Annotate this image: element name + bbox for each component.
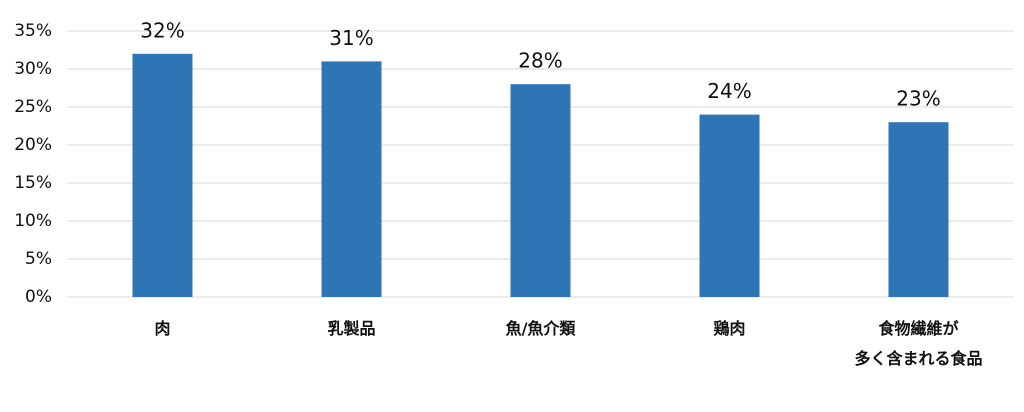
value-label: 28% (518, 49, 562, 73)
x-tick-label: 食物繊維が 多く含まれる食品 (854, 319, 983, 368)
y-tick-label: 0% (25, 287, 52, 307)
bar (888, 122, 949, 297)
value-label: 23% (896, 87, 940, 111)
bar (321, 61, 382, 298)
x-tick-label: 鶏肉 (713, 319, 746, 338)
y-tick-label: 5% (25, 249, 52, 269)
y-tick-label: 35% (14, 21, 52, 41)
bar (132, 53, 193, 297)
y-tick-label: 15% (14, 173, 52, 193)
y-tick-label: 25% (14, 97, 52, 117)
y-tick-label: 10% (14, 211, 52, 231)
bar (699, 114, 760, 297)
y-tick-label: 20% (14, 135, 52, 155)
value-label: 31% (329, 26, 373, 50)
x-tick-label: 肉 (154, 319, 171, 338)
value-label: 24% (707, 79, 751, 103)
x-tick-label: 魚/魚介類 (505, 319, 576, 338)
value-label: 32% (140, 18, 184, 42)
bar (510, 84, 571, 297)
y-tick-label: 30% (14, 59, 52, 79)
x-tick-label: 乳製品 (327, 319, 376, 338)
